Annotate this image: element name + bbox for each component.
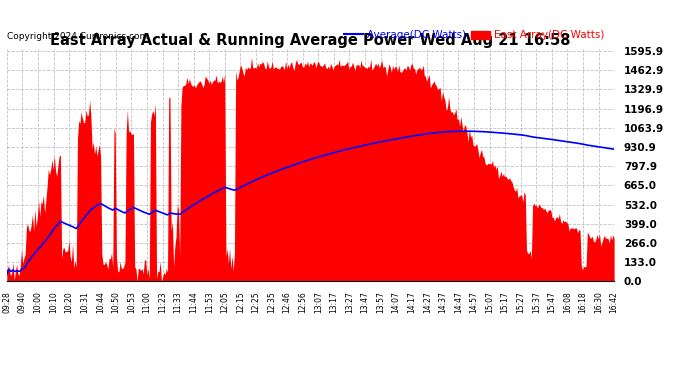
Legend: Average(DC Watts), East Array(DC Watts): Average(DC Watts), East Array(DC Watts) bbox=[340, 26, 609, 44]
Text: Copyright 2024 Curtronics.com: Copyright 2024 Curtronics.com bbox=[7, 32, 148, 41]
Title: East Array Actual & Running Average Power Wed Aug 21 16:58: East Array Actual & Running Average Powe… bbox=[50, 33, 571, 48]
